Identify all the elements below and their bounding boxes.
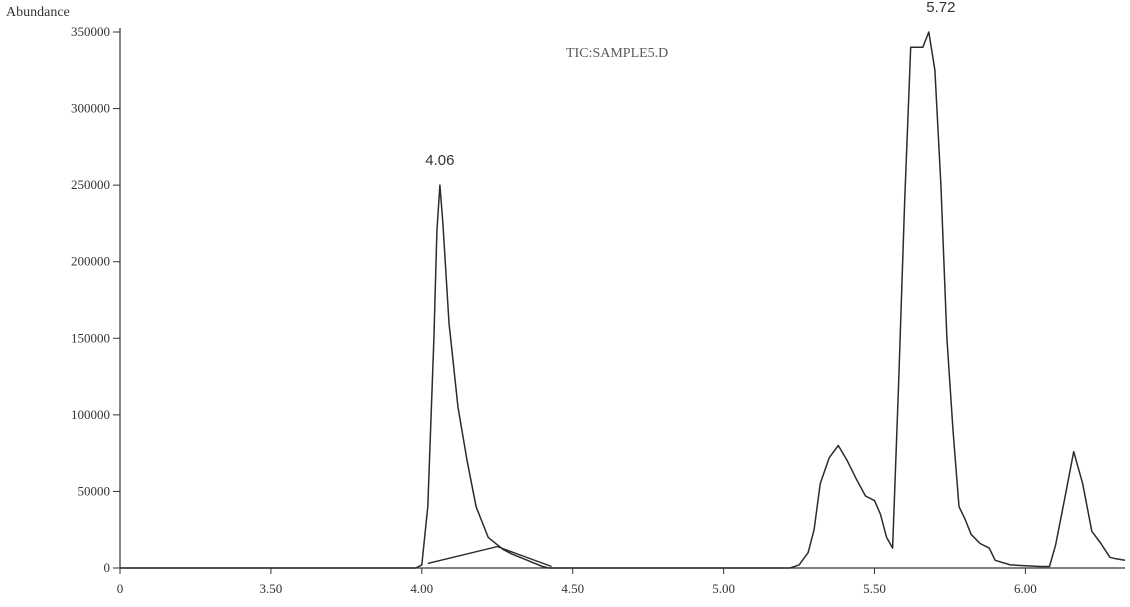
x-tick-label: 4.50	[561, 581, 584, 596]
y-tick-label: 200000	[71, 254, 110, 269]
y-tick-label: 150000	[71, 330, 110, 345]
x-tick-label: 5.50	[863, 581, 886, 596]
y-tick-label: 100000	[71, 407, 110, 422]
x-tick-label: 5.00	[712, 581, 735, 596]
y-tick-label: 300000	[71, 101, 110, 116]
traces	[120, 31, 1126, 569]
y-tick-label: 350000	[71, 24, 110, 39]
x-tick-label: 4.00	[410, 581, 433, 596]
annotations: 4.06 5.72	[425, 0, 955, 169]
peak-baseline-segment	[427, 545, 552, 568]
axes	[119, 28, 1125, 569]
y-axis-title: Abundance	[6, 5, 70, 20]
peak-label: 4.06	[425, 152, 454, 169]
x-tick-label: 0	[117, 581, 124, 596]
chart-title: TIC:SAMPLE5.D	[566, 46, 668, 61]
y-tick-label: 50000	[78, 483, 111, 498]
x-tick-label: 6.00	[1014, 581, 1037, 596]
x-tick-label: 3.50	[260, 581, 283, 596]
tic-trace-line	[120, 31, 1126, 569]
peak-label: 5.72	[926, 0, 955, 16]
ticks: 0 50000 100000 150000 200000 250000 300000 3500…	[71, 24, 1037, 596]
y-tick-label: 250000	[71, 177, 110, 192]
y-tick-label: 0	[104, 560, 111, 575]
